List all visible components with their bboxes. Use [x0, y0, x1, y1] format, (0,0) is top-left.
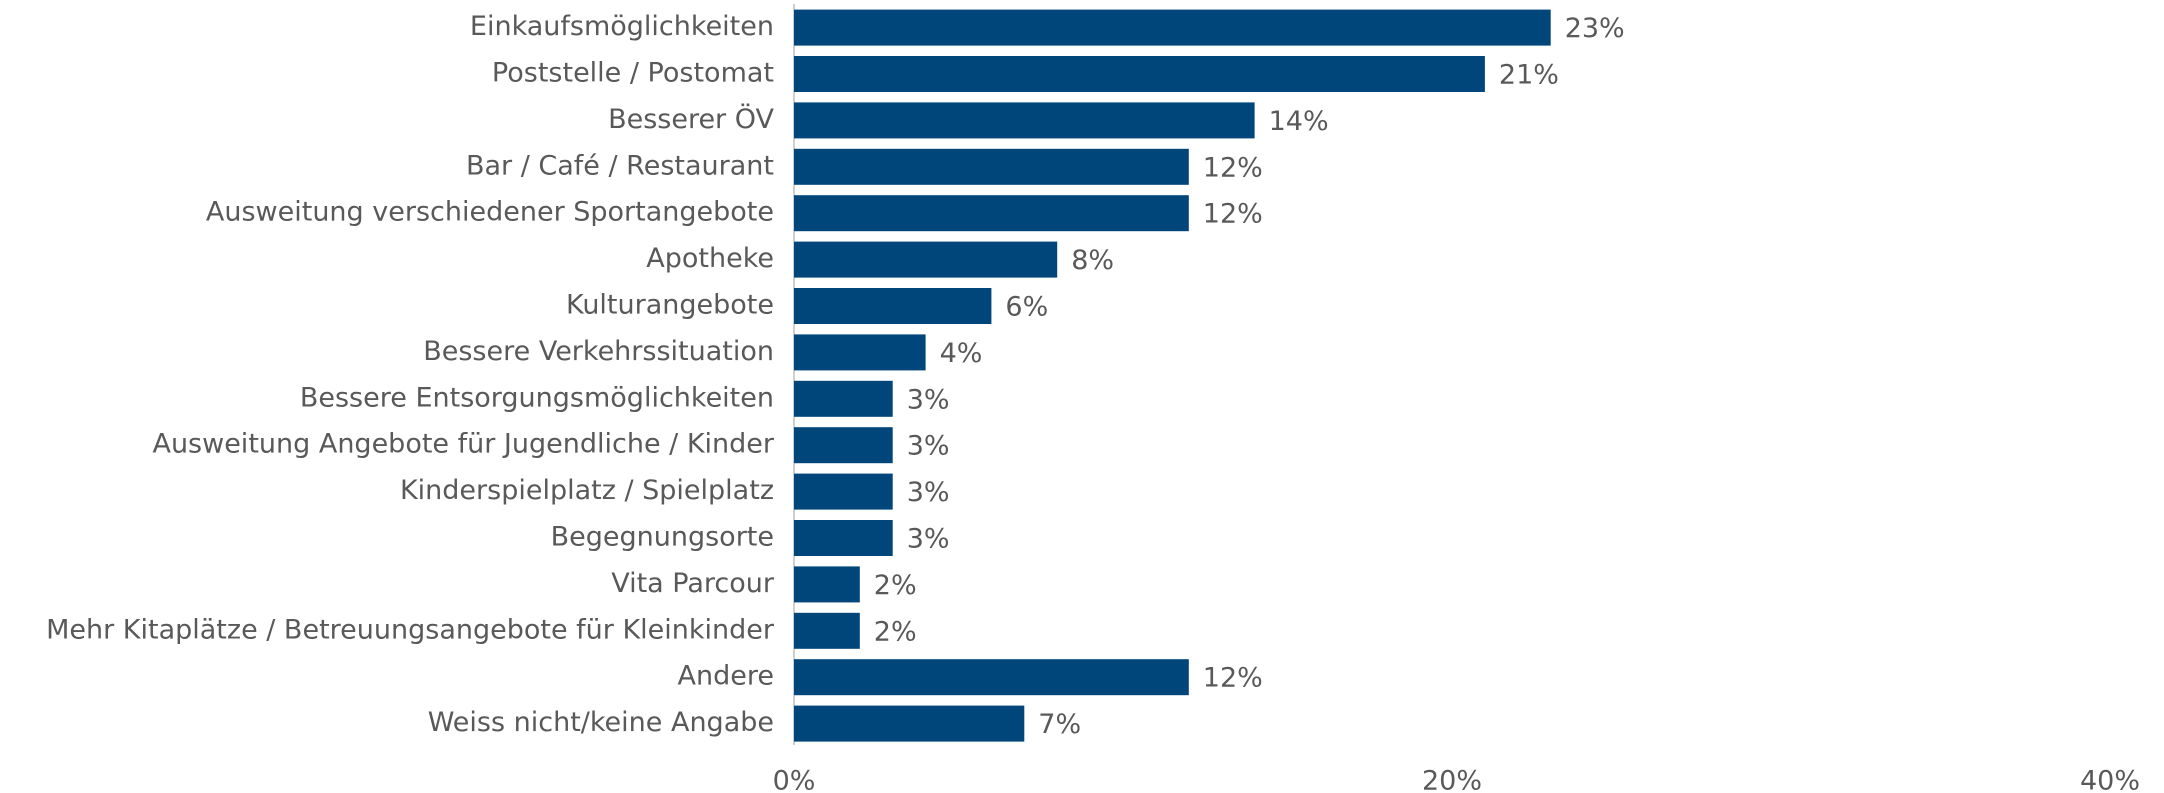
- value-label: 2%: [874, 570, 917, 601]
- bar: [794, 334, 926, 371]
- bar: [794, 705, 1025, 742]
- value-label: 12%: [1203, 152, 1263, 183]
- bar: [794, 427, 893, 464]
- y-tick-label: Ausweitung verschiedener Sportangebote: [206, 197, 774, 228]
- value-label: 7%: [1038, 709, 1081, 740]
- value-label: 3%: [907, 524, 950, 555]
- bar: [794, 9, 1551, 46]
- y-tick-label: Bar / Café / Restaurant: [466, 150, 774, 181]
- y-tick-label: Bessere Entsorgungsmöglichkeiten: [300, 382, 774, 413]
- y-tick-label: Einkaufsmöglichkeiten: [470, 11, 774, 42]
- bar: [794, 195, 1189, 232]
- value-label: 21%: [1499, 60, 1559, 91]
- value-label: 12%: [1203, 199, 1263, 230]
- bar: [794, 102, 1255, 139]
- value-label: 3%: [907, 477, 950, 508]
- value-label: 3%: [907, 384, 950, 415]
- value-label: 12%: [1203, 663, 1263, 694]
- y-tick-label: Weiss nicht/keine Angabe: [428, 707, 774, 738]
- bar: [794, 612, 860, 649]
- y-tick-label: Begegnungsorte: [551, 522, 774, 553]
- bar: [794, 148, 1189, 185]
- x-tick-label: 40%: [2080, 766, 2140, 793]
- y-tick-label: Mehr Kitaplätze / Betreuungsangebote für…: [46, 614, 775, 645]
- value-label: 2%: [874, 616, 917, 647]
- bar: [794, 566, 860, 603]
- y-tick-label: Apotheke: [646, 243, 774, 274]
- value-label: 4%: [940, 338, 983, 369]
- bar: [794, 56, 1485, 92]
- y-tick-label: Kulturangebote: [566, 290, 774, 321]
- y-tick-label: Bessere Verkehrssituation: [423, 336, 774, 367]
- y-tick-label: Poststelle / Postomat: [492, 58, 774, 89]
- value-label: 3%: [907, 431, 950, 462]
- y-tick-label: Ausweitung Angebote für Jugendliche / Ki…: [152, 429, 774, 460]
- value-label: 14%: [1269, 106, 1329, 137]
- value-label: 6%: [1005, 292, 1048, 323]
- y-tick-label: Besserer ÖV: [608, 103, 774, 135]
- value-label: 8%: [1071, 245, 1114, 276]
- bar: [794, 659, 1189, 696]
- bar: [794, 241, 1058, 278]
- value-label: 23%: [1565, 13, 1625, 44]
- y-tick-label: Vita Parcour: [611, 568, 775, 599]
- bar: [794, 473, 893, 510]
- y-tick-label: Kinderspielplatz / Spielplatz: [400, 475, 774, 506]
- y-tick-label: Andere: [678, 661, 774, 692]
- bar: [794, 288, 992, 324]
- x-tick-label: 0%: [773, 766, 816, 793]
- x-tick-label: 20%: [1422, 766, 1482, 793]
- bar: [794, 520, 893, 556]
- bar: [794, 380, 893, 417]
